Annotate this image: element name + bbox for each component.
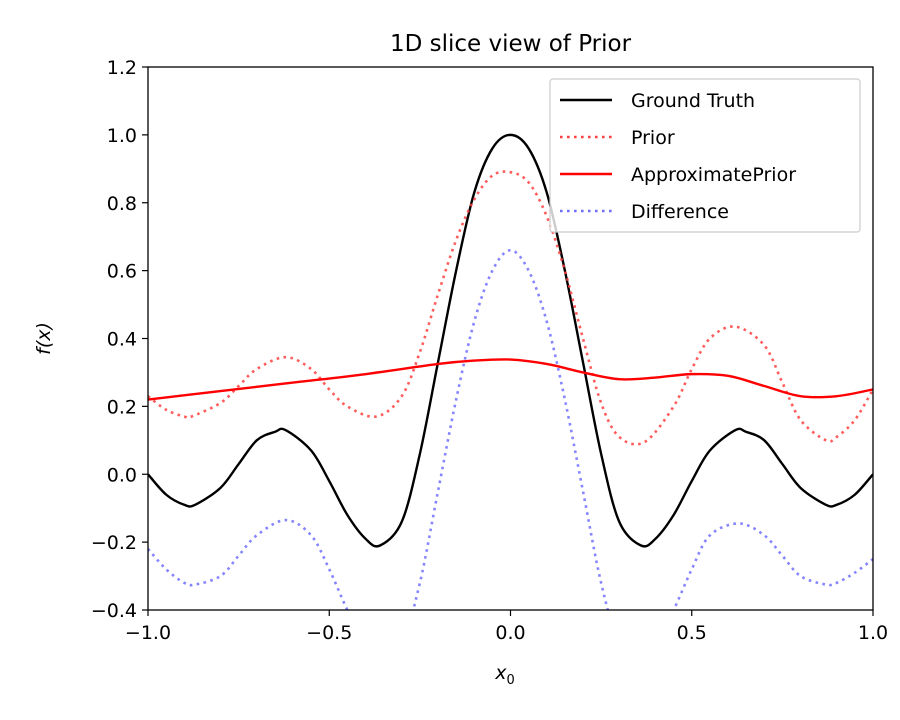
x-axis-label-subscript: 0 — [506, 673, 514, 688]
series-line-prior — [148, 170, 873, 446]
legend-entries: Ground Truth Prior ApproximatePrior Differe… — [560, 90, 796, 223]
legend-box — [549, 78, 861, 233]
series-line-difference — [148, 248, 873, 610]
y-tick-label: 0.0 — [107, 464, 137, 486]
x-axis-ticks: −1.0 −0.5 0.0 0.5 1.0 — [125, 610, 888, 644]
x-tick-label: 0.0 — [495, 622, 525, 644]
chart-title: 1D slice view of Prior — [390, 31, 632, 57]
legend: Ground Truth Prior ApproximatePrior Differe… — [549, 78, 861, 233]
y-axis-ticks: −0.4 −0.2 0.0 0.2 0.4 0.6 0.8 1.0 1.2 — [91, 57, 148, 622]
x-tick-label: −0.5 — [306, 622, 352, 644]
legend-label-approximateprior: ApproximatePrior — [631, 164, 796, 186]
legend-label-ground-truth: Ground Truth — [631, 90, 755, 112]
x-tick-label: −1.0 — [125, 622, 171, 644]
x-axis-label: x0 — [494, 662, 515, 688]
y-tick-label: 0.4 — [107, 329, 137, 351]
y-tick-label: 1.0 — [107, 125, 137, 147]
legend-label-difference: Difference — [631, 201, 729, 223]
y-tick-label: 1.2 — [107, 57, 137, 79]
y-tick-label: 0.6 — [107, 261, 137, 283]
x-tick-label: 1.0 — [858, 622, 888, 644]
y-tick-label: −0.2 — [91, 532, 137, 554]
y-tick-label: 0.8 — [107, 193, 137, 215]
y-axis-label: f(x) — [33, 322, 55, 355]
x-axis-label-base: x — [494, 662, 507, 684]
y-tick-label: −0.4 — [91, 600, 137, 622]
y-tick-label: 0.2 — [107, 396, 137, 418]
series-line-ground-truth — [148, 133, 873, 548]
series-layer — [148, 133, 873, 610]
x-tick-label: 0.5 — [677, 622, 707, 644]
legend-label-prior: Prior — [631, 127, 675, 149]
series-line-approximateprior — [148, 358, 873, 401]
